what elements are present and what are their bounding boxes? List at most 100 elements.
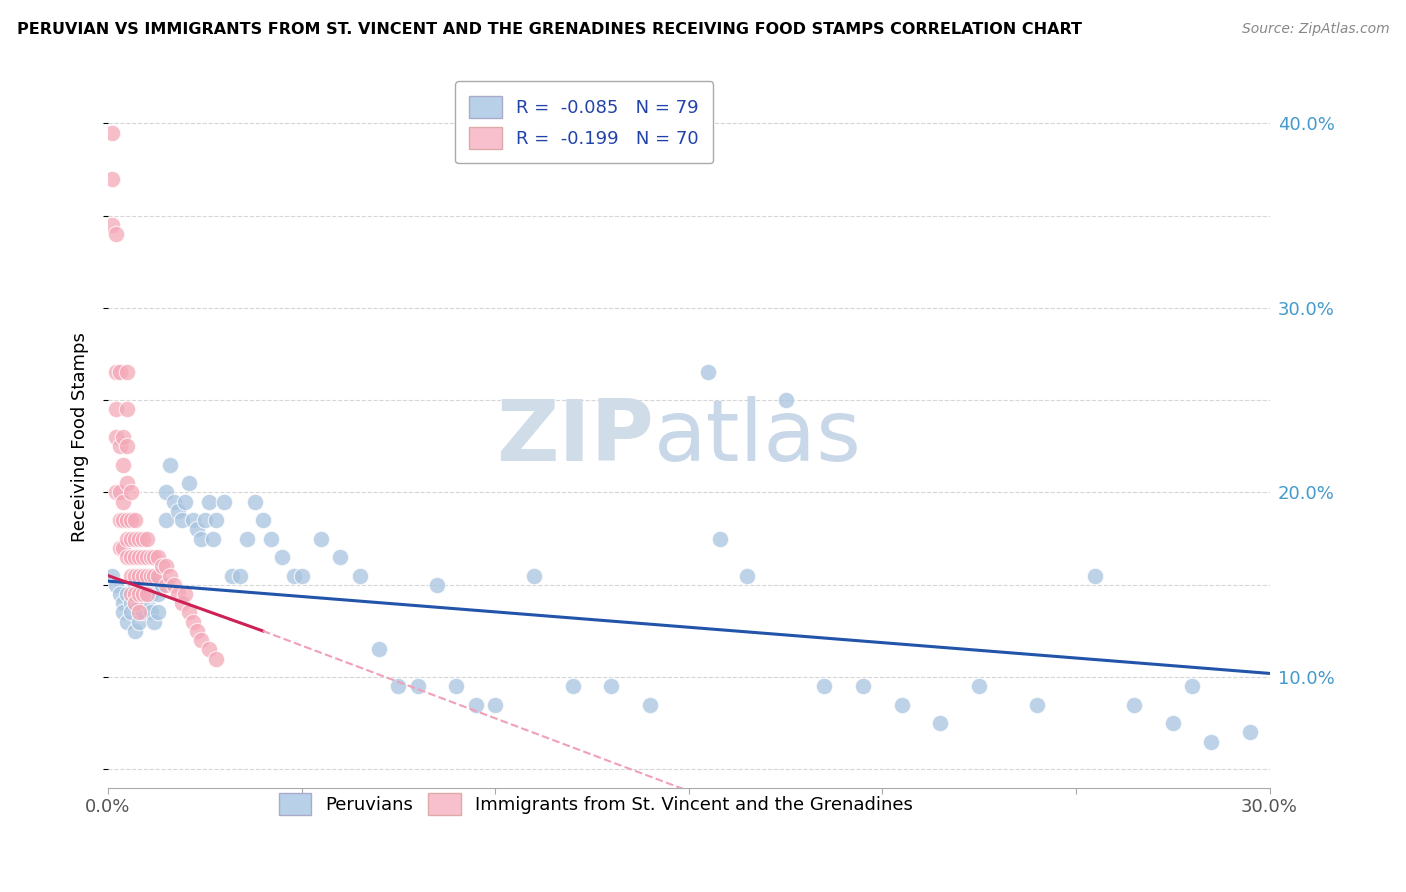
Point xyxy=(236,532,259,546)
Point xyxy=(128,606,150,620)
Point xyxy=(139,550,162,565)
Point xyxy=(101,126,124,140)
Point xyxy=(197,642,219,657)
Point xyxy=(166,504,188,518)
Point xyxy=(143,615,166,629)
Point xyxy=(132,606,155,620)
Point xyxy=(135,532,157,546)
Point xyxy=(174,587,197,601)
Point xyxy=(120,587,142,601)
Point xyxy=(271,550,294,565)
Point xyxy=(148,568,170,582)
Point xyxy=(174,494,197,508)
Point xyxy=(221,568,243,582)
Point xyxy=(205,513,228,527)
Point xyxy=(387,679,409,693)
Point xyxy=(155,485,177,500)
Point xyxy=(124,568,146,582)
Point xyxy=(117,476,139,491)
Point xyxy=(108,485,131,500)
Point xyxy=(775,393,797,408)
Point xyxy=(117,615,139,629)
Point xyxy=(120,606,142,620)
Point xyxy=(132,568,155,582)
Point xyxy=(117,402,139,417)
Point xyxy=(155,513,177,527)
Point xyxy=(159,458,181,472)
Point xyxy=(170,513,193,527)
Point xyxy=(132,532,155,546)
Point xyxy=(709,532,731,546)
Point xyxy=(349,568,371,582)
Point xyxy=(1181,679,1204,693)
Legend: Peruvians, Immigrants from St. Vincent and the Grenadines: Peruvians, Immigrants from St. Vincent a… xyxy=(270,784,922,824)
Point xyxy=(135,550,157,565)
Point xyxy=(170,596,193,610)
Point xyxy=(112,596,135,610)
Point xyxy=(600,679,623,693)
Point xyxy=(967,679,990,693)
Point xyxy=(194,513,217,527)
Point xyxy=(143,568,166,582)
Text: ZIP: ZIP xyxy=(496,396,654,479)
Point xyxy=(406,679,429,693)
Point xyxy=(117,513,139,527)
Point xyxy=(1026,698,1049,712)
Point xyxy=(132,587,155,601)
Point xyxy=(139,568,162,582)
Point xyxy=(329,550,352,565)
Text: Source: ZipAtlas.com: Source: ZipAtlas.com xyxy=(1241,22,1389,37)
Point xyxy=(112,430,135,444)
Point xyxy=(112,458,135,472)
Point xyxy=(186,624,208,638)
Point xyxy=(179,476,201,491)
Point xyxy=(143,550,166,565)
Point xyxy=(108,587,131,601)
Point xyxy=(1161,716,1184,731)
Point xyxy=(638,698,661,712)
Point xyxy=(101,218,124,232)
Text: atlas: atlas xyxy=(654,396,862,479)
Point xyxy=(484,698,506,712)
Point xyxy=(150,559,173,574)
Point xyxy=(104,227,127,241)
Point xyxy=(128,532,150,546)
Point xyxy=(104,366,127,380)
Point xyxy=(104,402,127,417)
Point xyxy=(197,494,219,508)
Point xyxy=(163,578,186,592)
Point xyxy=(1123,698,1146,712)
Point xyxy=(139,587,162,601)
Point xyxy=(120,485,142,500)
Point xyxy=(124,596,146,610)
Point xyxy=(561,679,583,693)
Point xyxy=(212,494,235,508)
Point xyxy=(1239,725,1261,739)
Point xyxy=(124,587,146,601)
Point xyxy=(128,550,150,565)
Point xyxy=(128,615,150,629)
Point xyxy=(464,698,486,712)
Point xyxy=(128,587,150,601)
Point xyxy=(148,550,170,565)
Point xyxy=(179,606,201,620)
Point xyxy=(104,578,127,592)
Point xyxy=(201,532,224,546)
Point xyxy=(120,550,142,565)
Point xyxy=(523,568,546,582)
Point xyxy=(124,624,146,638)
Point xyxy=(1201,735,1223,749)
Point xyxy=(929,716,952,731)
Point xyxy=(132,550,155,565)
Point xyxy=(124,532,146,546)
Point xyxy=(159,568,181,582)
Text: PERUVIAN VS IMMIGRANTS FROM ST. VINCENT AND THE GRENADINES RECEIVING FOOD STAMPS: PERUVIAN VS IMMIGRANTS FROM ST. VINCENT … xyxy=(17,22,1081,37)
Point xyxy=(1084,568,1107,582)
Point xyxy=(132,587,155,601)
Point xyxy=(117,550,139,565)
Point xyxy=(120,532,142,546)
Point xyxy=(112,513,135,527)
Point xyxy=(252,513,274,527)
Point xyxy=(108,541,131,555)
Point xyxy=(135,587,157,601)
